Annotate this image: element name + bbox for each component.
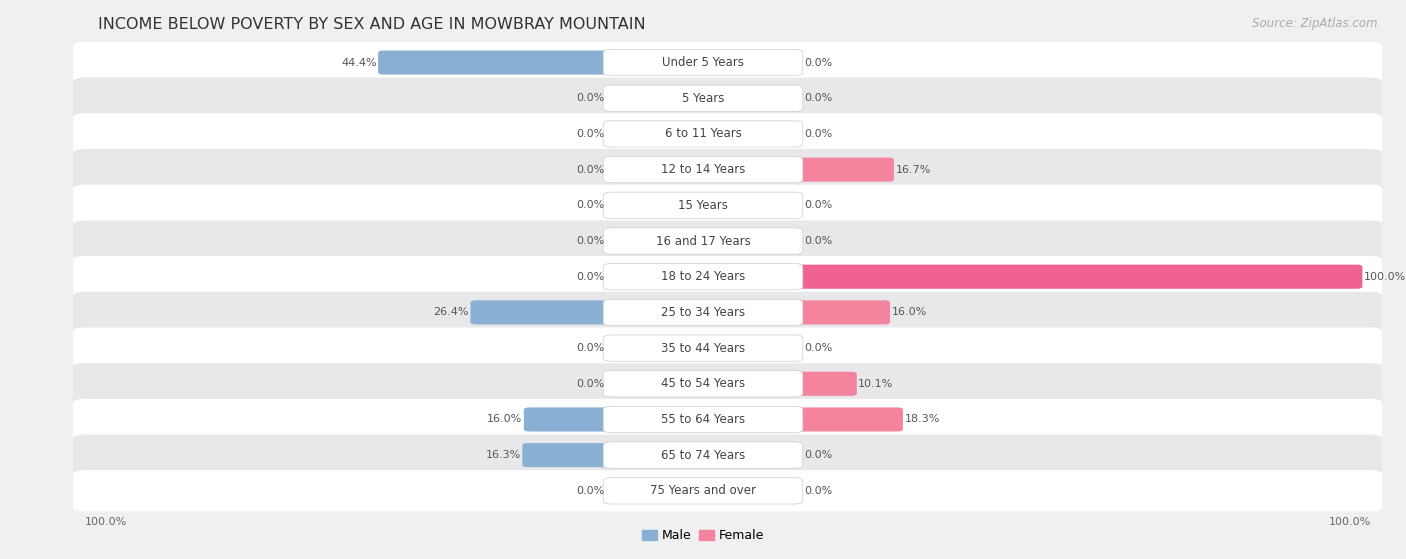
FancyBboxPatch shape <box>73 256 1382 297</box>
Text: 100.0%: 100.0% <box>84 517 127 527</box>
Text: 6 to 11 Years: 6 to 11 Years <box>665 127 741 140</box>
FancyBboxPatch shape <box>603 157 803 183</box>
FancyBboxPatch shape <box>523 443 617 467</box>
FancyBboxPatch shape <box>73 399 1382 440</box>
Text: 0.0%: 0.0% <box>576 129 605 139</box>
FancyBboxPatch shape <box>603 371 803 397</box>
Text: 45 to 54 Years: 45 to 54 Years <box>661 377 745 390</box>
FancyBboxPatch shape <box>603 478 803 504</box>
FancyBboxPatch shape <box>73 220 1382 262</box>
Text: 0.0%: 0.0% <box>804 129 832 139</box>
FancyBboxPatch shape <box>789 264 1362 289</box>
Text: 0.0%: 0.0% <box>804 450 832 460</box>
FancyBboxPatch shape <box>73 363 1382 404</box>
FancyBboxPatch shape <box>789 300 890 324</box>
FancyBboxPatch shape <box>73 470 1382 511</box>
Text: 0.0%: 0.0% <box>804 343 832 353</box>
Text: 65 to 74 Years: 65 to 74 Years <box>661 449 745 462</box>
FancyBboxPatch shape <box>603 192 803 219</box>
FancyBboxPatch shape <box>603 335 803 361</box>
Text: 0.0%: 0.0% <box>804 486 832 496</box>
FancyBboxPatch shape <box>603 49 803 75</box>
Text: 0.0%: 0.0% <box>576 93 605 103</box>
FancyBboxPatch shape <box>524 408 617 432</box>
Text: Source: ZipAtlas.com: Source: ZipAtlas.com <box>1253 17 1378 30</box>
Text: INCOME BELOW POVERTY BY SEX AND AGE IN MOWBRAY MOUNTAIN: INCOME BELOW POVERTY BY SEX AND AGE IN M… <box>98 17 645 32</box>
FancyBboxPatch shape <box>789 372 856 396</box>
FancyBboxPatch shape <box>73 42 1382 83</box>
FancyBboxPatch shape <box>603 85 803 111</box>
Text: 18 to 24 Years: 18 to 24 Years <box>661 270 745 283</box>
Text: 100.0%: 100.0% <box>1329 517 1371 527</box>
Text: 0.0%: 0.0% <box>804 200 832 210</box>
FancyBboxPatch shape <box>73 184 1382 226</box>
Text: 15 Years: 15 Years <box>678 199 728 212</box>
FancyBboxPatch shape <box>73 78 1382 119</box>
Text: 5 Years: 5 Years <box>682 92 724 105</box>
FancyBboxPatch shape <box>603 121 803 147</box>
Text: 0.0%: 0.0% <box>576 236 605 246</box>
Text: 0.0%: 0.0% <box>576 165 605 174</box>
Text: 26.4%: 26.4% <box>433 307 470 318</box>
Text: 0.0%: 0.0% <box>804 236 832 246</box>
Text: 100.0%: 100.0% <box>1364 272 1406 282</box>
Text: 10.1%: 10.1% <box>858 379 893 389</box>
Text: 16.0%: 16.0% <box>488 414 523 424</box>
Text: 0.0%: 0.0% <box>576 379 605 389</box>
Text: 55 to 64 Years: 55 to 64 Years <box>661 413 745 426</box>
Text: 18.3%: 18.3% <box>904 414 939 424</box>
FancyBboxPatch shape <box>73 149 1382 190</box>
FancyBboxPatch shape <box>73 434 1382 476</box>
Text: 12 to 14 Years: 12 to 14 Years <box>661 163 745 176</box>
Text: 16.7%: 16.7% <box>896 165 931 174</box>
Legend: Male, Female: Male, Female <box>637 524 769 547</box>
FancyBboxPatch shape <box>603 263 803 290</box>
FancyBboxPatch shape <box>789 158 894 182</box>
FancyBboxPatch shape <box>603 442 803 468</box>
Text: 44.4%: 44.4% <box>342 58 377 68</box>
Text: 0.0%: 0.0% <box>576 486 605 496</box>
Text: 16.3%: 16.3% <box>485 450 522 460</box>
Text: 0.0%: 0.0% <box>804 93 832 103</box>
Text: 0.0%: 0.0% <box>576 272 605 282</box>
Text: Under 5 Years: Under 5 Years <box>662 56 744 69</box>
Text: 16.0%: 16.0% <box>891 307 927 318</box>
FancyBboxPatch shape <box>603 228 803 254</box>
FancyBboxPatch shape <box>73 328 1382 369</box>
FancyBboxPatch shape <box>378 50 617 74</box>
FancyBboxPatch shape <box>73 113 1382 155</box>
Text: 0.0%: 0.0% <box>804 58 832 68</box>
Text: 0.0%: 0.0% <box>576 200 605 210</box>
Text: 75 Years and over: 75 Years and over <box>650 484 756 498</box>
Text: 35 to 44 Years: 35 to 44 Years <box>661 342 745 354</box>
FancyBboxPatch shape <box>603 299 803 325</box>
FancyBboxPatch shape <box>73 292 1382 333</box>
Text: 25 to 34 Years: 25 to 34 Years <box>661 306 745 319</box>
FancyBboxPatch shape <box>603 406 803 433</box>
Text: 16 and 17 Years: 16 and 17 Years <box>655 235 751 248</box>
Text: 0.0%: 0.0% <box>576 343 605 353</box>
FancyBboxPatch shape <box>471 300 617 324</box>
FancyBboxPatch shape <box>789 408 903 432</box>
